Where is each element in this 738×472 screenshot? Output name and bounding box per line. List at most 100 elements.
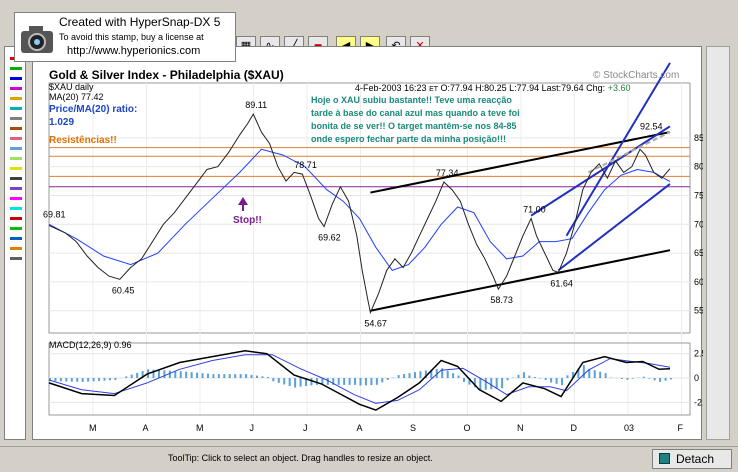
status-bar: ToolTip: Click to select an object. Drag… [0, 446, 738, 472]
detach-icon [659, 453, 670, 464]
y-tick-label: 75 [694, 190, 703, 200]
macd-histogram-bar [506, 378, 509, 381]
palette-swatch[interactable] [10, 127, 22, 130]
palette-swatch[interactable] [10, 167, 22, 170]
macd-histogram-bar [54, 378, 57, 382]
x-tick-label: D [571, 423, 578, 433]
macd-histogram-bar [599, 371, 602, 379]
trend-line [565, 62, 671, 237]
macd-histogram-bar [495, 378, 498, 389]
price-line [48, 113, 671, 315]
chart-title: Gold & Silver Index - Philadelphia ($XAU… [49, 68, 284, 82]
macd-histogram-bar [212, 374, 215, 379]
macd-histogram-bar [626, 378, 629, 380]
macd-histogram-bar [245, 374, 248, 379]
palette-swatch[interactable] [10, 67, 22, 70]
palette-swatch[interactable] [10, 157, 22, 160]
quote-values: O:77.94 H:80.25 L:77.94 Last:79.64 Chg: [441, 83, 606, 93]
macd-tick-label: 0 [694, 373, 699, 383]
macd-histogram-bar [136, 372, 139, 379]
macd-histogram-bar [152, 369, 155, 379]
comment-line-1: Hoje o XAU subiu bastante!! Teve uma rea… [311, 95, 512, 105]
macd-histogram-bar [522, 372, 525, 379]
vertical-scrollbar[interactable] [706, 46, 730, 440]
macd-histogram-bar [550, 378, 553, 383]
macd-histogram-bar [364, 378, 367, 386]
palette-swatch[interactable] [10, 97, 22, 100]
macd-histogram-bar [337, 378, 340, 385]
comment-line-4: onde espero fechar parte da minha posiçã… [311, 134, 506, 144]
macd-histogram-bar [196, 372, 199, 379]
macd-tick-label: 2.5 [694, 349, 703, 359]
price-value-label: 92.54 [640, 121, 663, 131]
macd-histogram-bar [670, 378, 672, 380]
x-tick-label: A [357, 423, 363, 433]
macd-histogram-bar [463, 378, 465, 382]
detach-button[interactable]: Detach [652, 449, 732, 469]
chart-canvas[interactable]: 55 60 65 70 75 80 85 M A M J J A S O N D 03 F 89.11 78.71 77.… [33, 47, 703, 441]
macd-histogram-bar [484, 378, 487, 390]
palette-swatch[interactable] [10, 117, 22, 120]
macd-histogram-bar [332, 378, 335, 385]
ratio-value: 1.029 [49, 117, 74, 128]
palette-swatch[interactable] [10, 237, 22, 240]
macd-histogram-bar [305, 378, 308, 387]
palette-swatch[interactable] [10, 77, 22, 80]
macd-label: MACD(12,26,9) 0.96 [49, 340, 132, 350]
macd-histogram-bar [163, 370, 166, 379]
stop-label: Stop!! [233, 215, 262, 226]
macd-histogram-bar [473, 378, 476, 388]
camera-icon [21, 26, 53, 53]
ma20-line [48, 148, 671, 271]
price-value-label: 58.73 [490, 295, 513, 305]
macd-histogram-bar [479, 378, 482, 390]
palette-swatch[interactable] [10, 87, 22, 90]
macd-histogram-bar [310, 378, 313, 386]
palette-swatch[interactable] [10, 267, 22, 270]
palette-swatch[interactable] [10, 137, 22, 140]
macd-histogram-bar [571, 371, 574, 379]
macd-signal-line [48, 354, 671, 404]
palette-swatch[interactable] [10, 177, 22, 180]
macd-histogram-bar [533, 377, 536, 379]
palette-swatch[interactable] [10, 107, 22, 110]
macd-histogram-bar [561, 378, 564, 386]
palette-swatch[interactable] [10, 187, 22, 190]
macd-histogram-bar [283, 378, 286, 385]
macd-histogram-bar [294, 378, 297, 388]
macd-histogram-bar [397, 375, 400, 379]
macd-histogram-bar [70, 378, 73, 382]
x-tick-label: J [250, 423, 255, 433]
macd-histogram-bar [250, 374, 253, 379]
ma-label: MA(20) 77.42 [49, 92, 104, 102]
macd-histogram-bar [190, 372, 193, 379]
macd-histogram-bar [315, 378, 318, 385]
macd-histogram-bar [103, 378, 106, 381]
macd-histogram-bar [130, 374, 133, 379]
macd-histogram-bar [114, 378, 117, 380]
y-tick-label: 55 [694, 306, 703, 316]
palette-swatch[interactable] [10, 197, 22, 200]
palette-swatch[interactable] [10, 247, 22, 250]
hypersnap-stamp: Created with HyperSnap-DX 5 To avoid thi… [14, 12, 236, 62]
palette-swatch[interactable] [10, 147, 22, 150]
price-value-label: 60.45 [112, 285, 135, 295]
trend-line [370, 249, 671, 312]
price-value-label: 78.71 [294, 160, 317, 170]
macd-histogram-bar [49, 378, 51, 381]
detach-label: Detach [676, 452, 715, 466]
symbol-label: $XAU daily [49, 82, 94, 92]
macd-histogram-bar [217, 374, 220, 379]
palette-swatch[interactable] [10, 227, 22, 230]
price-value-label: 54.67 [364, 319, 387, 329]
macd-histogram-bar [65, 378, 68, 382]
macd-histogram-bar [266, 377, 269, 379]
trend-line [587, 131, 671, 174]
macd-histogram-bar [577, 368, 580, 379]
palette-swatch[interactable] [10, 217, 22, 220]
palette-swatch[interactable] [10, 207, 22, 210]
macd-histogram-bar [413, 372, 416, 379]
quote-date: 4-Feb-2003 16:23 [355, 83, 427, 93]
price-value-label: 77.34 [436, 168, 459, 178]
palette-swatch[interactable] [10, 257, 22, 260]
